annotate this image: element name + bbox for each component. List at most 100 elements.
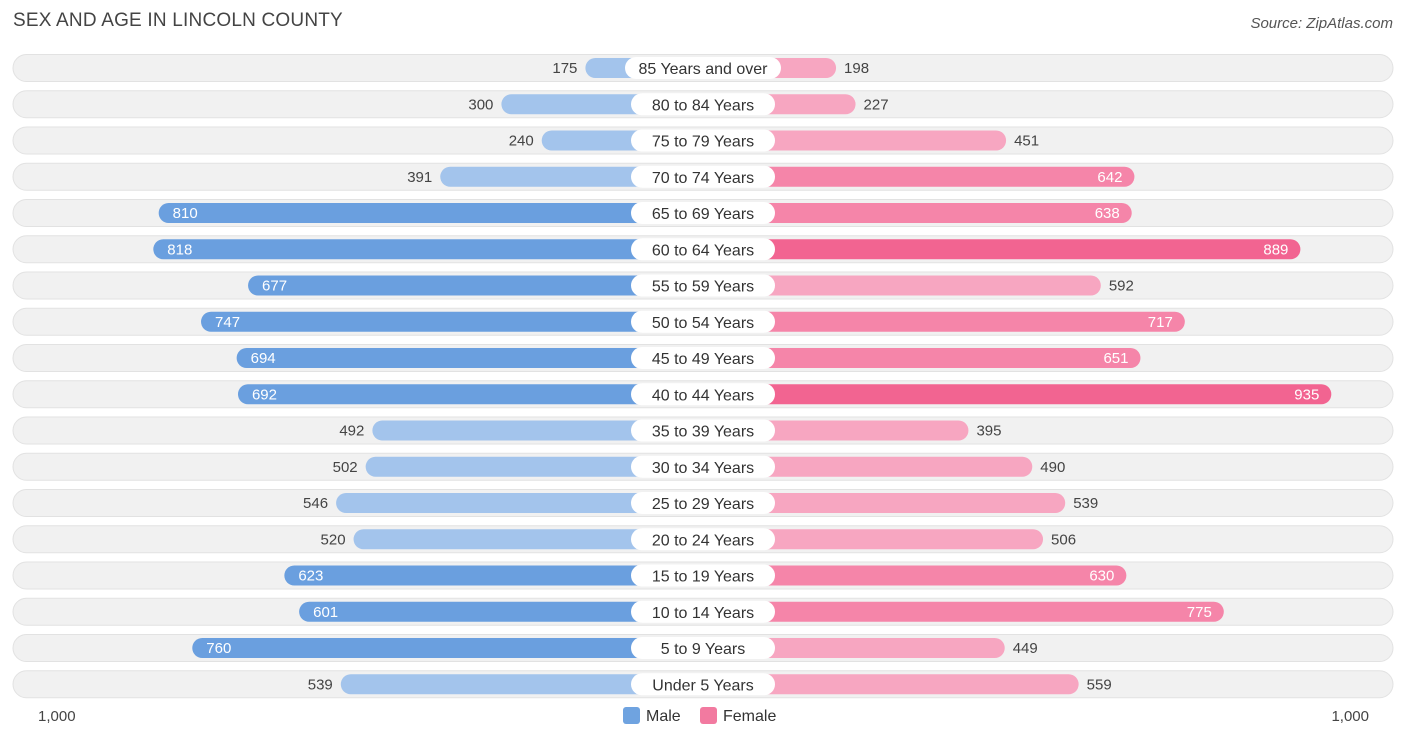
male-value-label: 520 [321,531,346,548]
female-bar [703,275,1101,296]
axis-right-label: 1,000 [1331,708,1369,725]
legend-male-label: Male [646,708,681,725]
chart-row: 175 198 85 Years and over [12,54,1394,82]
female-bar [703,311,1185,332]
female-bar [703,348,1141,368]
chart-row: 520 506 20 to 24 Years [12,525,1394,554]
category-label: 80 to 84 Years [652,97,754,114]
male-value-label: 601 [313,604,338,621]
male-bar [158,203,703,223]
category-pill [631,274,775,297]
category-pill [631,238,775,261]
category-label: 65 to 69 Years [652,206,754,223]
female-bar [703,493,1066,513]
female-value-label: 449 [1013,640,1038,657]
female-value-label: 889 [1263,241,1288,258]
category-label: 85 Years and over [639,61,769,78]
male-value-label: 694 [251,350,276,367]
female-value-label: 638 [1095,205,1120,222]
chart-row: 391 642 70 to 74 Years [12,162,1394,191]
female-value-label: 395 [976,423,1001,440]
category-label: 45 to 49 Years [652,351,754,368]
female-bar [703,565,1127,586]
female-value-label: 490 [1040,459,1065,476]
category-label: 50 to 54 Years [652,315,754,332]
category-pill [631,202,775,224]
female-value-label: 451 [1014,133,1039,150]
chart-title: SEX AND AGE IN LINCOLN COUNTY [13,10,343,31]
chart-row: 747 717 50 to 54 Years [12,307,1394,336]
chart-row: 810 638 65 to 69 Years [12,199,1394,227]
axis-left-label: 1,000 [38,708,76,725]
male-value-label: 677 [262,278,287,295]
female-value-label: 775 [1187,604,1212,621]
male-bar [340,674,703,695]
chart-row: 623 630 15 to 19 Years [12,561,1394,590]
male-bar [372,420,703,441]
female-bar [703,638,1005,658]
chart-row: 760 449 5 to 9 Years [12,634,1394,662]
male-value-label: 502 [333,459,358,476]
chart-row: 539 559 Under 5 Years [12,670,1394,699]
male-value-label: 492 [339,423,364,440]
category-pill [631,564,775,587]
female-bar [703,166,1135,187]
legend-female-swatch [700,707,717,724]
female-value-label: 227 [864,96,889,113]
category-pill [631,165,775,188]
male-value-label: 391 [407,169,432,186]
male-value-label: 623 [298,568,323,585]
male-value-label: 546 [303,495,328,512]
chart-row: 818 889 60 to 64 Years [12,235,1394,264]
category-pill [631,637,775,659]
male-value-label: 300 [468,96,493,113]
category-pill [631,528,775,551]
male-bar [299,601,703,622]
category-label: Under 5 Years [652,677,753,694]
female-value-label: 642 [1097,169,1122,186]
chart-row: 492 395 35 to 39 Years [12,416,1394,445]
male-bar [201,311,704,332]
category-label: 35 to 39 Years [652,424,754,441]
category-label: 25 to 29 Years [652,496,754,513]
chart-source: Source: ZipAtlas.com [1250,15,1393,32]
female-bar [703,601,1224,622]
female-bar [703,239,1301,260]
category-label: 30 to 34 Years [652,460,754,477]
female-bar [703,384,1332,405]
female-value-label: 592 [1109,278,1134,295]
category-pill [631,419,775,442]
category-label: 40 to 44 Years [652,387,754,404]
legend-male-swatch [623,707,640,724]
male-value-label: 818 [167,241,192,258]
male-value-label: 810 [173,205,198,222]
female-value-label: 651 [1103,350,1128,367]
male-bar [236,348,703,368]
category-pill [631,383,775,406]
category-label: 70 to 74 Years [652,170,754,187]
chart-row: 300 227 80 to 84 Years [12,90,1394,119]
category-pill [631,310,775,333]
category-label: 55 to 59 Years [652,279,754,296]
chart-row: 692 935 40 to 44 Years [12,380,1394,409]
female-bar [703,456,1033,477]
male-bar [153,239,703,260]
male-bar [365,456,703,477]
male-bar [353,529,703,550]
category-label: 20 to 24 Years [652,532,754,549]
female-bar [703,529,1044,550]
category-label: 5 to 9 Years [661,641,746,658]
male-value-label: 692 [252,386,277,403]
category-label: 10 to 14 Years [652,605,754,622]
female-value-label: 559 [1087,676,1112,693]
female-value-label: 198 [844,60,869,77]
chart-row: 677 592 55 to 59 Years [12,271,1394,300]
chart-row: 502 490 30 to 34 Years [12,452,1394,481]
male-value-label: 539 [308,676,333,693]
category-pill [631,347,775,369]
female-value-label: 717 [1148,314,1173,331]
category-pill [631,93,775,116]
female-bar [703,674,1079,695]
category-pill [631,600,775,623]
